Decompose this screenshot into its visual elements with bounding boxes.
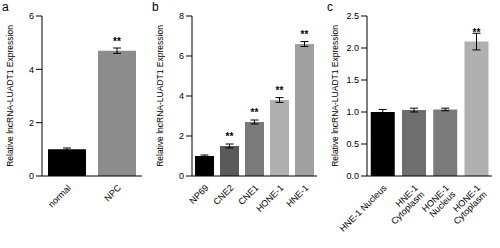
svg-text:2.0: 2.0 — [346, 43, 359, 53]
svg-text:HNE-1 Nucleus: HNE-1 Nucleus — [338, 183, 389, 234]
svg-text:CNE1: CNE1 — [236, 182, 261, 207]
svg-text:4: 4 — [29, 65, 34, 75]
svg-text:4: 4 — [179, 91, 184, 101]
svg-text:**: ** — [113, 36, 121, 47]
svg-text:**: ** — [473, 27, 481, 38]
svg-text:**: ** — [226, 131, 234, 142]
svg-text:6: 6 — [29, 11, 34, 21]
svg-text:6: 6 — [179, 51, 184, 61]
html-text:c: c — [327, 0, 333, 14]
svg-text:**: ** — [276, 85, 284, 96]
svg-text:2: 2 — [179, 131, 184, 141]
svg-text:NP69: NP69 — [187, 183, 210, 206]
svg-text:1.0: 1.0 — [346, 107, 359, 117]
svg-text:0.5: 0.5 — [346, 139, 359, 149]
svg-text:HONE-1Cytoplasm: HONE-1Cytoplasm — [445, 183, 488, 226]
svg-text:CNE2: CNE2 — [211, 183, 235, 207]
svg-text:**: ** — [301, 29, 309, 40]
svg-text:**: ** — [251, 107, 259, 118]
svg-text:normal: normal — [46, 183, 73, 210]
svg-text:Relative lncRNA-LUADT1 Express: Relative lncRNA-LUADT1 Expression — [8, 25, 15, 167]
html-text:b: b — [152, 0, 159, 14]
svg-text:0.0: 0.0 — [346, 171, 359, 181]
svg-text:2: 2 — [29, 118, 34, 128]
html-text:a: a — [2, 0, 9, 14]
svg-text:8: 8 — [179, 11, 184, 21]
svg-text:Relative lncRNA-LUADT1 Express: Relative lncRNA-LUADT1 Expression — [155, 25, 165, 167]
svg-text:HNE-1: HNE-1 — [284, 183, 310, 209]
svg-text:2.5: 2.5 — [346, 11, 359, 21]
svg-text:HONE-1Nucleus: HONE-1Nucleus — [420, 183, 458, 221]
svg-text:NPC: NPC — [102, 183, 123, 204]
svg-text:HNE-1Cytoplasm: HNE-1Cytoplasm — [383, 183, 426, 226]
svg-text:1.5: 1.5 — [346, 75, 359, 85]
svg-text:HONE-1: HONE-1 — [254, 183, 285, 214]
svg-text:0: 0 — [179, 171, 184, 181]
svg-text:Relative lncRNA-LUADT1 Express: Relative lncRNA-LUADT1 Expression — [330, 25, 340, 167]
svg-text:0: 0 — [29, 171, 34, 181]
